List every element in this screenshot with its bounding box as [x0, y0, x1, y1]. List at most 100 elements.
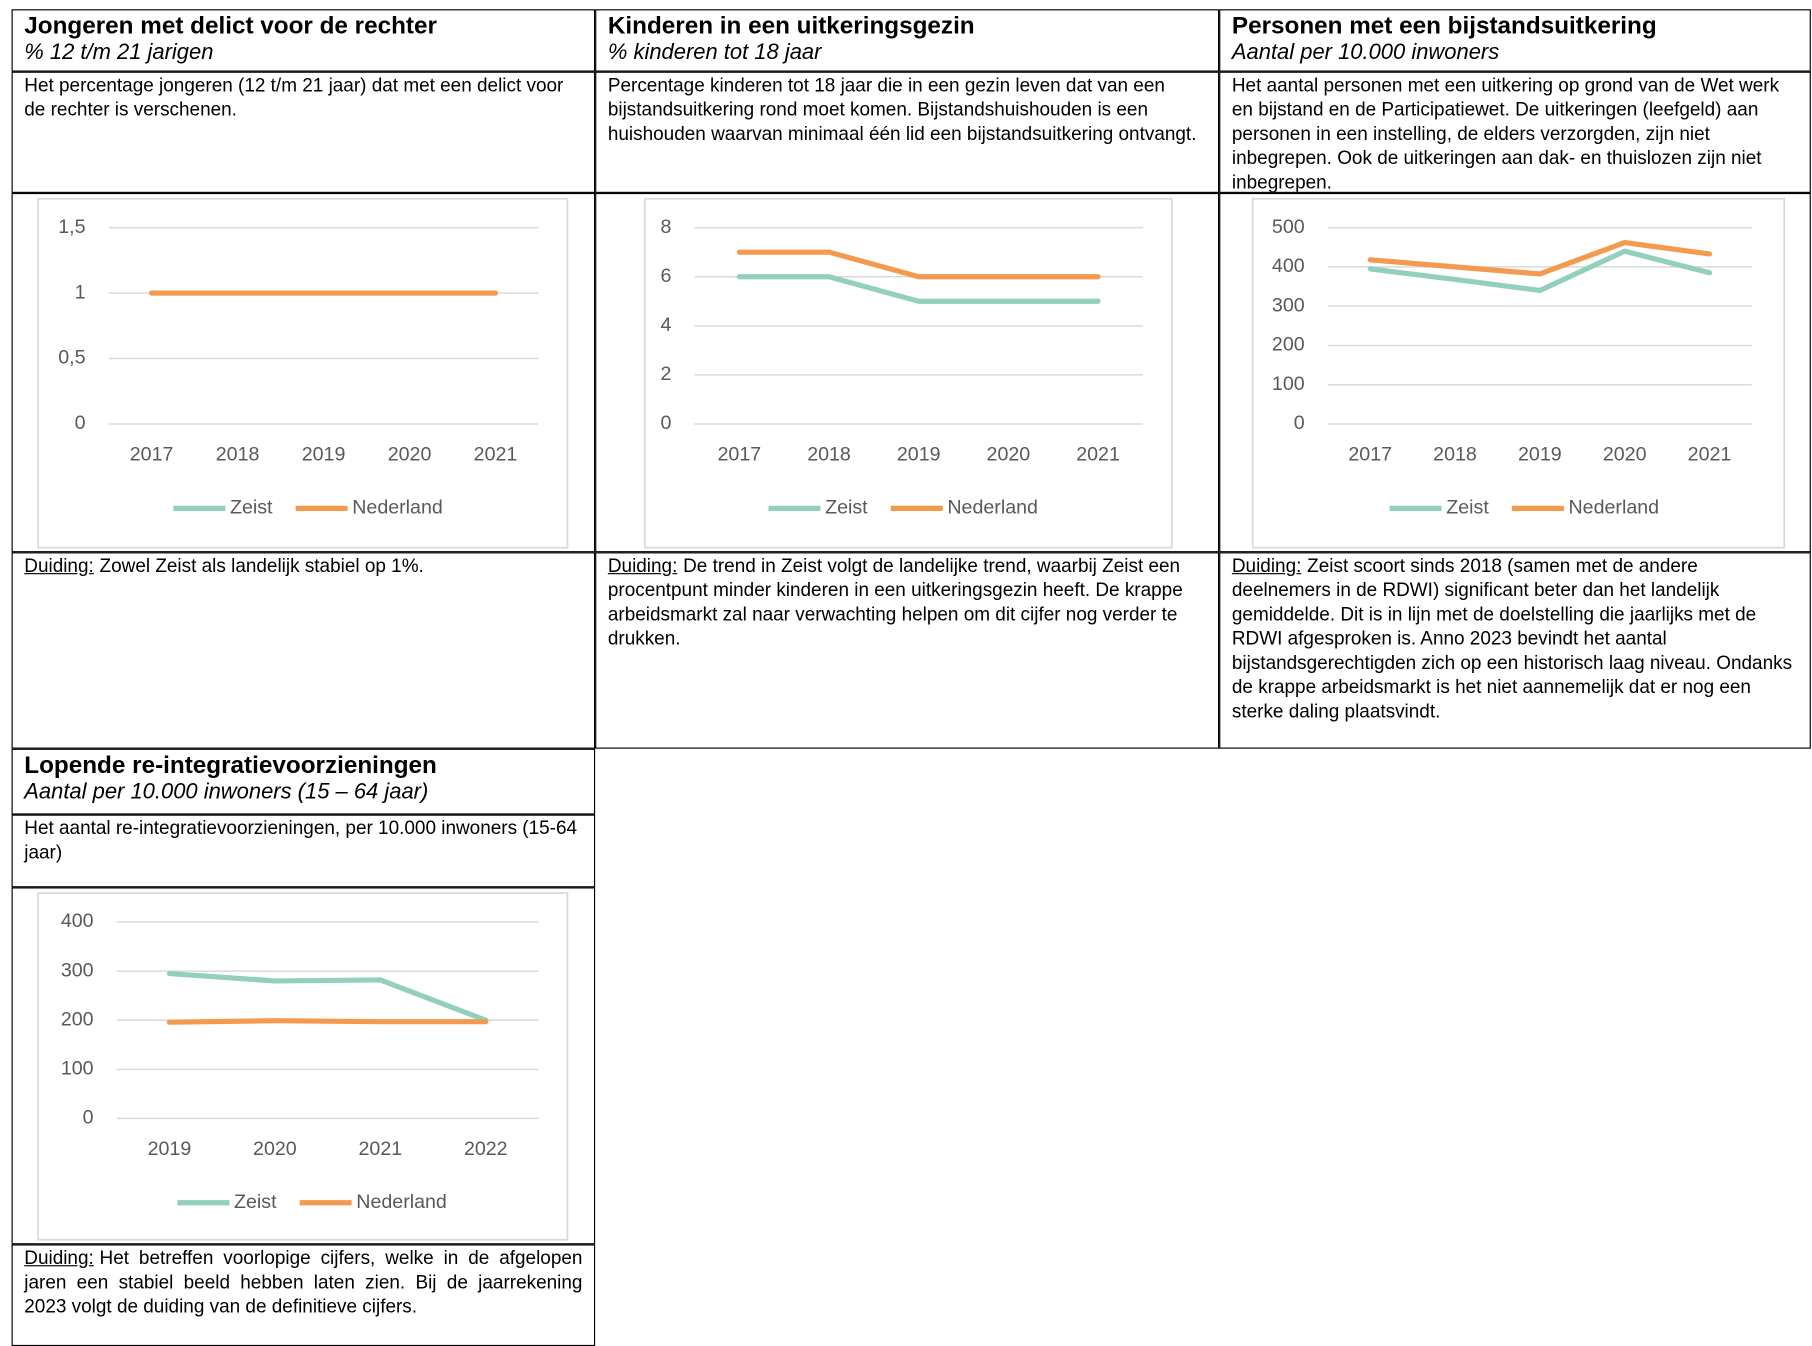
panel-header: Lopende re-integratievoorzieningen Aantal…	[11, 748, 596, 815]
y-tick-label: 1	[75, 281, 86, 303]
legend-label: Nederland	[947, 497, 1038, 519]
x-tick-label: 2019	[302, 443, 346, 465]
x-tick-label: 2021	[359, 1138, 403, 1160]
chart-cell: 0 2 4 6 8 2017 2018 2019 2020 2021 Zeist Nederland	[595, 192, 1220, 553]
y-tick-label: 200	[61, 1008, 94, 1030]
chart-frame	[1251, 197, 1786, 549]
panel-header: Kinderen in een uitkeringsgezin% kindere…	[595, 9, 1220, 72]
chart: 0 100 200 300 400 2019 2020 2021 2022 Zeist Nederl…	[37, 892, 569, 1241]
chart-frame	[37, 197, 569, 549]
x-tick-label: 2021	[1688, 443, 1732, 465]
chart-cell: 0 100 200 300 400 500 2017 2018 2019 2020 2021 Zeis…	[1219, 192, 1811, 553]
duiding-text: Zeist scoort sinds 2018 (samen met de an…	[1231, 555, 1793, 723]
chart-cell: 0 100 200 300 400 2019 2020 2021 2022 Zeist Nederl…	[11, 887, 596, 1245]
description: Het percentage jongeren (12 t/m 21 jaar)…	[24, 75, 564, 121]
chart: 0 0,5 1 1,5 2017 2018 2019 2020 2021 Zeist Nederla…	[37, 197, 569, 549]
y-tick-label: 4	[660, 314, 671, 336]
chart-frame	[37, 892, 569, 1241]
duiding-text: Zowel Zeist als landelijk stabiel op 1%.	[99, 555, 424, 577]
x-tick-label: 2020	[1603, 443, 1647, 465]
x-tick-label: 2019	[897, 443, 941, 465]
duiding-cell: Duiding: Zeist scoort sinds 2018 (samen m…	[1219, 552, 1811, 749]
duiding: Duiding: Het betreffen voorlopige cijfers…	[24, 1247, 582, 1320]
duiding-label: Duiding:	[1231, 555, 1302, 577]
duiding-cell: Duiding: Zowel Zeist als landelijk stabie…	[11, 552, 596, 749]
x-tick-label: 2022	[464, 1138, 508, 1160]
x-tick-label: 2017	[718, 443, 762, 465]
y-tick-label: 300	[1272, 294, 1305, 316]
x-tick-label: 2018	[216, 443, 260, 465]
y-tick-label: 1,5	[58, 216, 85, 238]
x-tick-label: 2019	[148, 1138, 192, 1160]
x-tick-label: 2020	[388, 443, 432, 465]
duiding-cell: Duiding: De trend in Zeist volgt de lande…	[595, 552, 1220, 749]
panel-title: Jongeren met delict voor de rechter	[24, 12, 437, 40]
x-tick-label: 2017	[1348, 443, 1392, 465]
duiding-cell: Duiding: Het betreffen voorlopige cijfers…	[11, 1244, 596, 1346]
series-line	[736, 274, 1101, 304]
x-tick-label: 2019	[1518, 443, 1562, 465]
y-tick-label: 100	[61, 1058, 94, 1080]
chart-cell: 0 0,5 1 1,5 2017 2018 2019 2020 2021 Zeist Nederla…	[11, 192, 596, 553]
chart: 0 100 200 300 400 500 2017 2018 2019 2020 2021 Zeis…	[1251, 197, 1786, 549]
description-cell: Het aantal personen met een uitkering op…	[1219, 71, 1811, 193]
y-tick-label: 400	[1272, 255, 1305, 277]
y-tick-label: 0	[75, 412, 86, 434]
y-tick-label: 0,5	[58, 347, 85, 369]
series-line	[166, 970, 489, 1023]
panel-subtitle: % kinderen tot 18 jaar	[607, 40, 822, 65]
description-cell: Het percentage jongeren (12 t/m 21 jaar)…	[11, 71, 596, 193]
legend-label: Nederland	[1569, 497, 1660, 519]
y-tick-label: 300	[61, 959, 94, 981]
legend-label: Zeist	[1446, 497, 1489, 519]
description-cell: Percentage kinderen tot 18 jaar die in e…	[595, 71, 1220, 193]
panel-title: Lopende re-integratievoorzieningen	[24, 752, 437, 779]
y-tick-label: 500	[1272, 216, 1305, 238]
series-line	[736, 249, 1101, 280]
legend-label: Nederland	[356, 1191, 447, 1213]
panel-subtitle: % 12 t/m 21 jarigen	[24, 40, 214, 65]
description: Het aantal personen met een uitkering op…	[1231, 75, 1780, 193]
duiding: Duiding: Zeist scoort sinds 2018 (samen m…	[1232, 555, 1798, 725]
y-tick-label: 8	[660, 216, 671, 238]
chart: 0 2 4 6 8 2017 2018 2019 2020 2021 Zeist Nederland	[643, 197, 1173, 549]
x-tick-label: 2020	[987, 443, 1031, 465]
x-tick-label: 2018	[807, 443, 851, 465]
y-tick-label: 0	[660, 412, 671, 434]
x-tick-label: 2020	[253, 1138, 297, 1160]
duiding: Duiding: De trend in Zeist volgt de lande…	[608, 555, 1207, 652]
y-tick-label: 200	[1272, 334, 1305, 356]
legend-label: Nederland	[352, 497, 443, 519]
panel-subtitle: Aantal per 10.000 inwoners	[1231, 40, 1500, 65]
y-tick-label: 0	[1294, 412, 1305, 434]
y-tick-label: 100	[1272, 373, 1305, 395]
series-line	[166, 1018, 489, 1025]
legend-label: Zeist	[825, 497, 868, 519]
duiding-label: Duiding:	[607, 555, 678, 577]
x-tick-label: 2017	[130, 443, 174, 465]
panel-title: Personen met een bijstandsuitkering	[1231, 12, 1657, 40]
duiding: Duiding: Zowel Zeist als landelijk stabie…	[24, 555, 582, 579]
panel-subtitle: Aantal per 10.000 inwoners (15 – 64 jaar…	[24, 779, 429, 805]
y-tick-label: 6	[660, 265, 671, 287]
y-tick-label: 400	[61, 910, 94, 932]
x-tick-label: 2021	[474, 443, 518, 465]
chart-frame	[643, 197, 1173, 549]
y-tick-label: 0	[83, 1107, 94, 1129]
legend-label: Zeist	[230, 497, 273, 519]
x-tick-label: 2021	[1076, 443, 1120, 465]
duiding-text: Het betreffen voorlopige cijfers, welke …	[24, 1247, 583, 1318]
duiding-label: Duiding:	[24, 555, 94, 577]
y-tick-label: 2	[660, 363, 671, 385]
description: Het aantal re-integratievoorzieningen, p…	[24, 818, 578, 864]
series-line	[1367, 239, 1713, 277]
description: Percentage kinderen tot 18 jaar die in e…	[607, 75, 1197, 145]
panel-header: Jongeren met delict voor de rechter% 12 …	[11, 9, 596, 72]
x-tick-label: 2018	[1433, 443, 1477, 465]
description-cell: Het aantal re-integratievoorzieningen, p…	[11, 814, 596, 888]
panel-header: Personen met een bijstandsuitkering Aanta…	[1219, 9, 1811, 72]
panel-title: Kinderen in een uitkeringsgezin	[607, 12, 975, 40]
series-line	[1367, 248, 1713, 294]
duiding-text: De trend in Zeist volgt de landelijke tr…	[607, 555, 1183, 650]
